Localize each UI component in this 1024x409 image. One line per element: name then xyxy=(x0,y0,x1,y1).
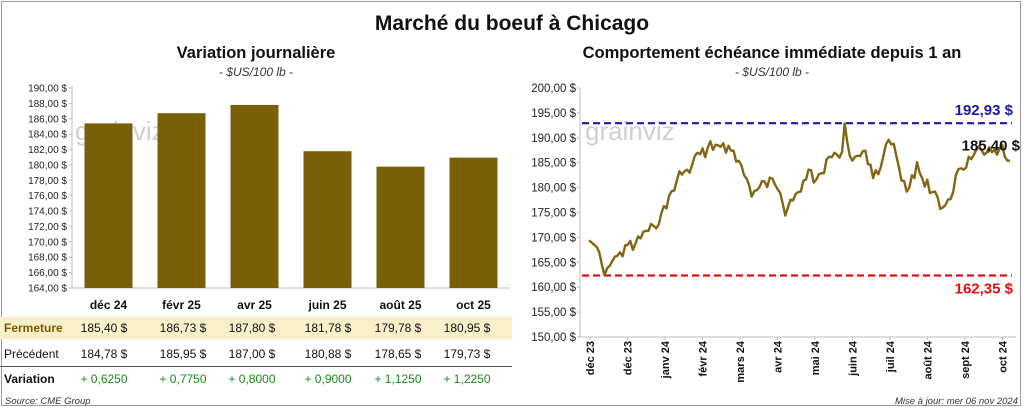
bar xyxy=(230,104,279,288)
left-y-tick-label: 174,00 $ xyxy=(28,207,67,218)
close-cell: 179,78 $ xyxy=(374,321,422,335)
right-y-tick-label: 195,00 $ xyxy=(531,108,576,120)
right-line-chart: grainviz 150,00 $ 155,00 $ 160,00 $ 165,00 … xyxy=(531,83,1020,383)
right-x-tick-label: mai 24 xyxy=(810,340,822,375)
right-x-tick-label: oct 24 xyxy=(998,340,1010,373)
right-x-tick-label: sept 24 xyxy=(960,340,972,379)
x-category-label: févr 25 xyxy=(162,298,201,312)
left-y-tick-label: 180,00 $ xyxy=(28,160,67,171)
close-row-label: Fermeture xyxy=(4,321,63,335)
left-y-tick-label: 164,00 $ xyxy=(28,284,67,295)
var-cell: + 1,1250 xyxy=(374,372,422,386)
table-row-close: Fermeture 185,40 $ 186,73 $ 187,80 $ 181… xyxy=(0,317,512,339)
left-y-tick-label: 170,00 $ xyxy=(28,237,67,248)
right-x-tick-label: juin 24 xyxy=(848,340,860,377)
bar xyxy=(84,123,133,288)
right-y-tick-label: 170,00 $ xyxy=(531,232,576,244)
right-x-tick-label: août 24 xyxy=(923,340,935,379)
right-x-tick-label: juil 24 xyxy=(885,340,897,373)
table-row-previous: Précédent 184,78 $ 185,95 $ 187,00 $ 180… xyxy=(0,343,512,365)
right-chart-title: Comportement échéance immédiate depuis 1… xyxy=(582,44,962,62)
var-cell: + 0,7750 xyxy=(159,372,207,386)
var-cell: + 1,2250 xyxy=(443,372,491,386)
prev-cell: 180,88 $ xyxy=(304,347,352,361)
right-chart-unit: - $US/100 lb - xyxy=(734,65,810,79)
left-y-tick-label: 186,00 $ xyxy=(28,114,67,125)
right-watermark: grainviz xyxy=(585,116,675,146)
right-y-tick-label: 190,00 $ xyxy=(531,133,576,145)
left-chart-unit: - $US/100 lb - xyxy=(218,65,294,79)
left-y-tick-label: 178,00 $ xyxy=(28,176,67,187)
bar xyxy=(449,157,498,288)
low-value-label: 162,35 $ xyxy=(955,280,1014,297)
price-line xyxy=(588,122,1010,277)
left-chart-title: Variation journalière xyxy=(176,44,336,62)
right-y-tick-label: 160,00 $ xyxy=(531,282,576,294)
prev-cell: 178,65 $ xyxy=(374,347,422,361)
right-y-tick-label: 150,00 $ xyxy=(531,332,576,344)
left-y-tick-label: 182,00 $ xyxy=(28,145,67,156)
var-cell: + 0,6250 xyxy=(80,372,128,386)
bar xyxy=(303,151,352,288)
right-y-tick-label: 165,00 $ xyxy=(531,257,576,269)
prev-cell: 187,00 $ xyxy=(228,347,276,361)
left-bar-chart: grainviz 164,00 $166,00 $168,00 $170,00 … xyxy=(28,84,510,312)
close-cell: 185,40 $ xyxy=(80,321,128,335)
bar xyxy=(157,113,206,289)
close-cell: 180,95 $ xyxy=(443,321,491,335)
right-y-tick-label: 185,00 $ xyxy=(531,158,576,170)
x-category-label: août 25 xyxy=(379,298,421,312)
right-x-tick-label: avr 24 xyxy=(773,340,785,373)
x-category-label: déc 24 xyxy=(90,298,128,312)
left-y-tick-label: 188,00 $ xyxy=(28,99,67,110)
close-cell: 187,80 $ xyxy=(228,321,276,335)
left-y-tick-label: 176,00 $ xyxy=(28,191,67,202)
table-row-variation: Variation + 0,6250 + 0,7750 + 0,8000 + 0… xyxy=(0,368,512,390)
prev-cell: 179,73 $ xyxy=(443,347,491,361)
right-x-tick-label: janv 24 xyxy=(660,340,672,379)
prev-cell: 184,78 $ xyxy=(80,347,128,361)
last-value-label: 185,40 $ xyxy=(962,138,1021,155)
var-cell: + 0,9000 xyxy=(304,372,352,386)
left-y-tick-label: 172,00 $ xyxy=(28,222,67,233)
var-row-label: Variation xyxy=(4,372,55,386)
right-x-tick-label: mars 24 xyxy=(735,340,747,382)
prev-cell: 185,95 $ xyxy=(159,347,207,361)
right-y-tick-label: 175,00 $ xyxy=(531,208,576,220)
close-cell: 181,78 $ xyxy=(304,321,352,335)
close-cell: 186,73 $ xyxy=(159,321,207,335)
update-note: Mise à jour: mer 06 nov 2024 xyxy=(894,396,1018,407)
left-y-tick-label: 166,00 $ xyxy=(28,268,67,279)
var-cell: + 0,8000 xyxy=(228,372,276,386)
left-y-tick-label: 184,00 $ xyxy=(28,130,67,141)
source-note: Source: CME Group xyxy=(5,396,91,407)
x-category-label: avr 25 xyxy=(237,298,272,312)
page-title: Marché du boeuf à Chicago xyxy=(374,12,650,35)
left-y-tick-label: 168,00 $ xyxy=(28,253,67,264)
right-x-tick-label: déc 23 xyxy=(623,341,635,375)
left-y-tick-label: 190,00 $ xyxy=(28,84,67,95)
right-y-tick-label: 180,00 $ xyxy=(531,183,576,195)
x-category-label: juin 25 xyxy=(307,298,346,312)
prev-row-label: Précédent xyxy=(4,347,59,361)
x-category-label: oct 25 xyxy=(456,298,491,312)
right-x-tick-label: déc 23 xyxy=(585,341,597,375)
right-y-tick-label: 200,00 $ xyxy=(531,83,576,95)
high-value-label: 192,93 $ xyxy=(955,102,1014,119)
table-divider xyxy=(0,366,512,367)
right-x-tick-label: févr 24 xyxy=(698,340,710,376)
right-y-tick-label: 155,00 $ xyxy=(531,307,576,319)
bar xyxy=(376,166,425,288)
